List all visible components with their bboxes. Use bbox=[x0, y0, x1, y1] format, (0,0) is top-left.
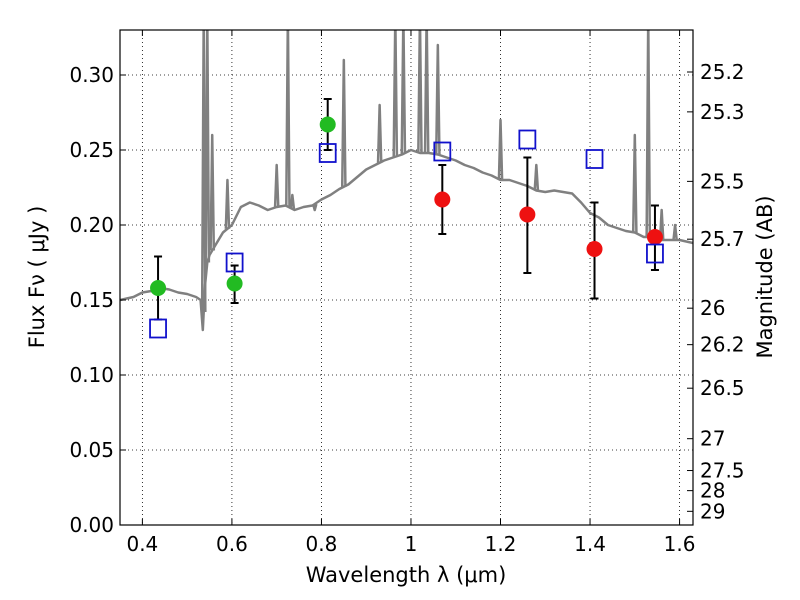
x-tick-label: 0.8 bbox=[306, 532, 338, 556]
right-tick-label: 25.7 bbox=[700, 227, 745, 251]
y-tick-label: 0.30 bbox=[69, 63, 114, 87]
red-data-point bbox=[646, 229, 663, 245]
green-data-point bbox=[319, 116, 336, 133]
emission-line bbox=[533, 163, 540, 191]
emission-line bbox=[631, 133, 638, 233]
x-tick-label: 1 bbox=[405, 532, 418, 556]
right-axis-label: Magnitude (AB) bbox=[753, 195, 777, 358]
emission-line bbox=[417, 30, 423, 154]
model-photometry-square bbox=[225, 252, 244, 273]
y-axis-ticks: 0.00 0.05 0.10 0.15 0.20 0.25 0.30 bbox=[69, 63, 126, 537]
model-photometry-square bbox=[149, 318, 167, 339]
emission-line bbox=[289, 193, 296, 210]
model-spectrum bbox=[120, 30, 693, 332]
emission-line bbox=[672, 223, 678, 241]
green-data-point bbox=[150, 280, 167, 296]
x-axis-label: Wavelength λ (μm) bbox=[306, 563, 507, 587]
model-photometry-square bbox=[646, 243, 664, 264]
x-tick-label: 1.2 bbox=[485, 532, 517, 556]
plot-area bbox=[120, 30, 693, 525]
x-tick-label: 1.6 bbox=[664, 532, 696, 556]
green-data-point bbox=[226, 275, 243, 292]
right-tick-label: 27.5 bbox=[700, 459, 745, 483]
emission-line bbox=[645, 30, 652, 238]
x-tick-label: 0.6 bbox=[216, 532, 248, 556]
right-tick-label: 27 bbox=[700, 427, 725, 451]
y-tick-label: 0.20 bbox=[69, 213, 114, 237]
emission-line bbox=[273, 163, 280, 208]
right-tick-label: 26.5 bbox=[700, 376, 745, 400]
right-tick-label: 25.5 bbox=[700, 169, 745, 193]
right-tick-label: 26.2 bbox=[700, 333, 745, 357]
emission-line bbox=[340, 58, 347, 187]
y-tick-label: 0.05 bbox=[69, 438, 114, 462]
y-axis-label: Flux Fν ( μJy ) bbox=[25, 206, 49, 349]
y-tick-label: 0.10 bbox=[69, 363, 114, 387]
emission-line bbox=[434, 43, 441, 155]
right-tick-label: 28 bbox=[700, 479, 725, 503]
plot-frame bbox=[119, 29, 694, 526]
emission-line bbox=[392, 30, 399, 157]
model-photometry-square bbox=[318, 143, 337, 163]
x-tick-label: 0.4 bbox=[126, 532, 158, 556]
y-tick-label: 0.15 bbox=[69, 288, 114, 312]
emission-line bbox=[376, 103, 383, 163]
grid bbox=[120, 30, 693, 526]
model-photometry-square bbox=[585, 149, 604, 169]
model-photometry-square bbox=[433, 141, 452, 162]
x-tick-label: 1.4 bbox=[574, 532, 606, 556]
y-tick-label: 0.25 bbox=[69, 138, 114, 162]
emission-line bbox=[497, 118, 504, 181]
emission-line bbox=[209, 133, 216, 251]
emission-line bbox=[285, 30, 291, 207]
model-photometry-square bbox=[518, 129, 537, 150]
right-tick-label: 25.2 bbox=[700, 60, 745, 84]
emission-line bbox=[400, 30, 407, 154]
y-tick-label: 0.00 bbox=[69, 513, 114, 537]
emission-line bbox=[658, 208, 665, 241]
red-data-point bbox=[519, 206, 536, 223]
red-data-point bbox=[434, 191, 451, 208]
emission-line bbox=[423, 30, 430, 154]
x-axis-ticks: 0.4 0.6 0.8 1 1.2 1.4 1.6 bbox=[126, 30, 695, 556]
emission-line bbox=[311, 203, 318, 212]
data-points bbox=[149, 116, 664, 339]
emission-line bbox=[204, 30, 211, 263]
right-tick-label: 25.3 bbox=[700, 100, 745, 124]
right-tick-label: 26 bbox=[700, 296, 725, 320]
right-tick-label: 29 bbox=[700, 499, 725, 523]
emission-line bbox=[224, 178, 231, 229]
red-data-point bbox=[586, 241, 603, 257]
